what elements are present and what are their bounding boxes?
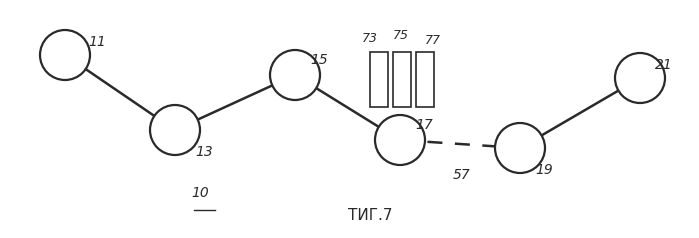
Text: 57: 57 xyxy=(453,168,471,182)
Text: 19: 19 xyxy=(535,163,553,177)
Circle shape xyxy=(495,123,545,173)
Text: 21: 21 xyxy=(655,58,672,72)
Text: 73: 73 xyxy=(362,32,378,45)
Text: 10: 10 xyxy=(191,186,209,200)
Bar xyxy=(370,52,388,107)
Text: 11: 11 xyxy=(88,35,106,49)
Circle shape xyxy=(615,53,665,103)
Circle shape xyxy=(40,30,90,80)
Circle shape xyxy=(150,105,200,155)
Text: 13: 13 xyxy=(195,145,212,159)
Bar xyxy=(393,52,411,107)
Text: 15: 15 xyxy=(310,53,328,67)
Text: 75: 75 xyxy=(393,29,409,42)
Text: 17: 17 xyxy=(415,118,433,132)
Bar xyxy=(416,52,434,107)
Circle shape xyxy=(375,115,425,165)
Text: 77: 77 xyxy=(425,34,441,47)
Text: ΤИГ.7: ΤИГ.7 xyxy=(347,208,392,223)
Circle shape xyxy=(270,50,320,100)
